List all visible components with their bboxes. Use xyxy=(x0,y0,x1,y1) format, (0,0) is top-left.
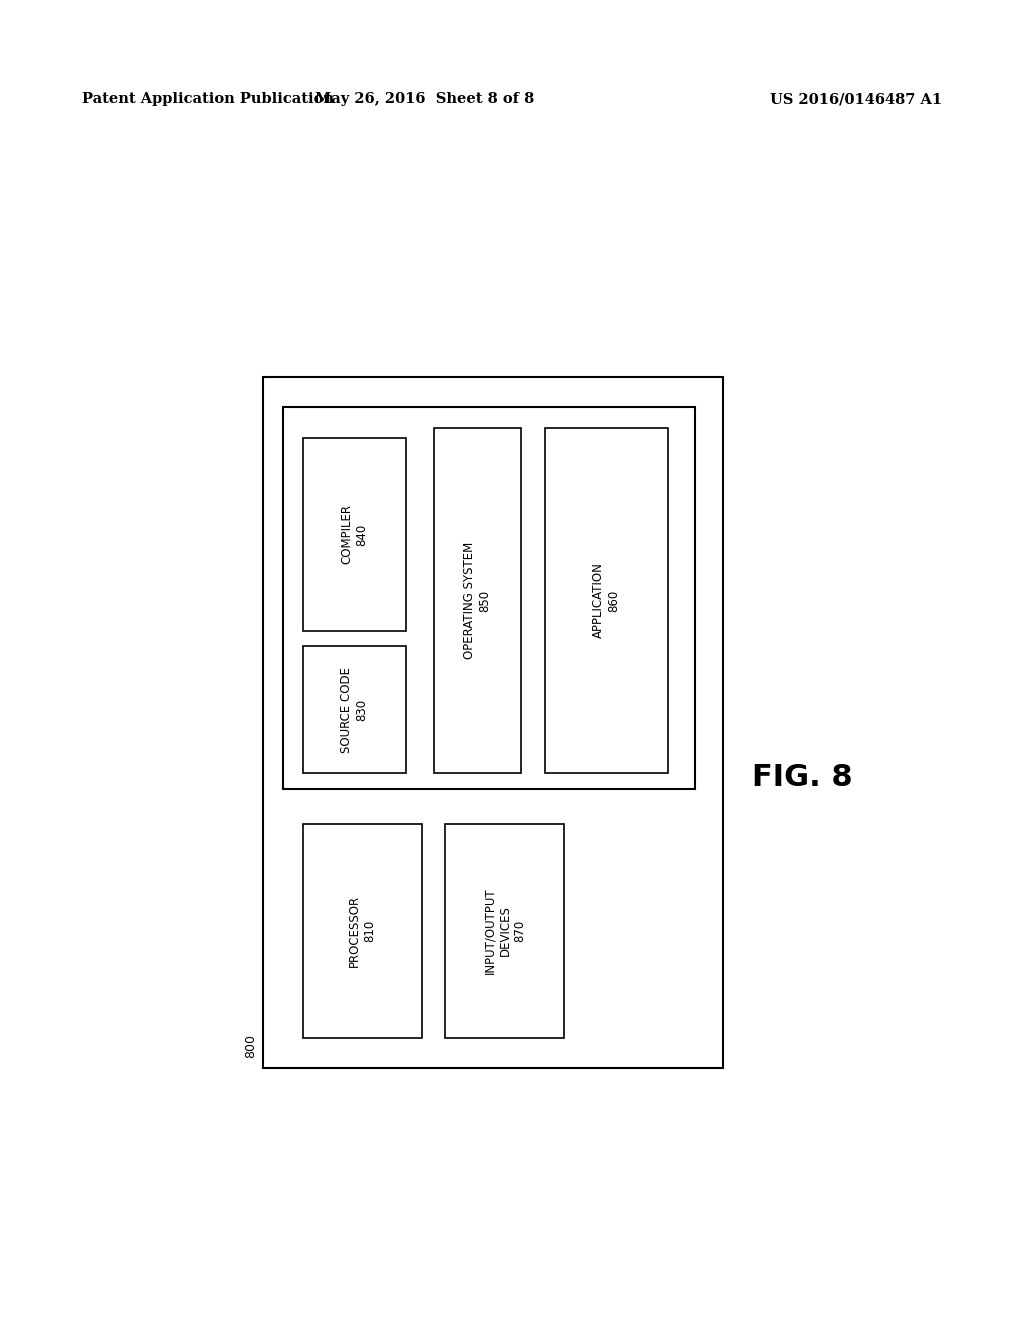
Text: FIG. 8: FIG. 8 xyxy=(753,763,853,792)
Text: PROCESSOR
810: PROCESSOR 810 xyxy=(348,895,376,968)
Text: MEMORY
820: MEMORY 820 xyxy=(322,570,350,626)
Text: 800: 800 xyxy=(245,1034,257,1057)
Text: SOURCE CODE
830: SOURCE CODE 830 xyxy=(340,667,369,752)
Text: US 2016/0146487 A1: US 2016/0146487 A1 xyxy=(770,92,942,107)
Bar xyxy=(303,438,406,631)
Text: APPLICATION
860: APPLICATION 860 xyxy=(592,562,621,639)
Bar xyxy=(303,824,422,1038)
Text: Patent Application Publication: Patent Application Publication xyxy=(82,92,334,107)
Text: COMPILER
840: COMPILER 840 xyxy=(340,504,369,565)
Bar xyxy=(433,428,521,774)
Text: INPUT/OUTPUT
DEVICES
870: INPUT/OUTPUT DEVICES 870 xyxy=(483,887,526,974)
Bar xyxy=(283,408,695,788)
Text: May 26, 2016  Sheet 8 of 8: May 26, 2016 Sheet 8 of 8 xyxy=(315,92,535,107)
Text: OPERATING SYSTEM
850: OPERATING SYSTEM 850 xyxy=(463,543,492,659)
Bar xyxy=(445,824,564,1038)
Bar xyxy=(303,647,406,774)
Bar xyxy=(263,378,723,1068)
Bar xyxy=(545,428,668,774)
